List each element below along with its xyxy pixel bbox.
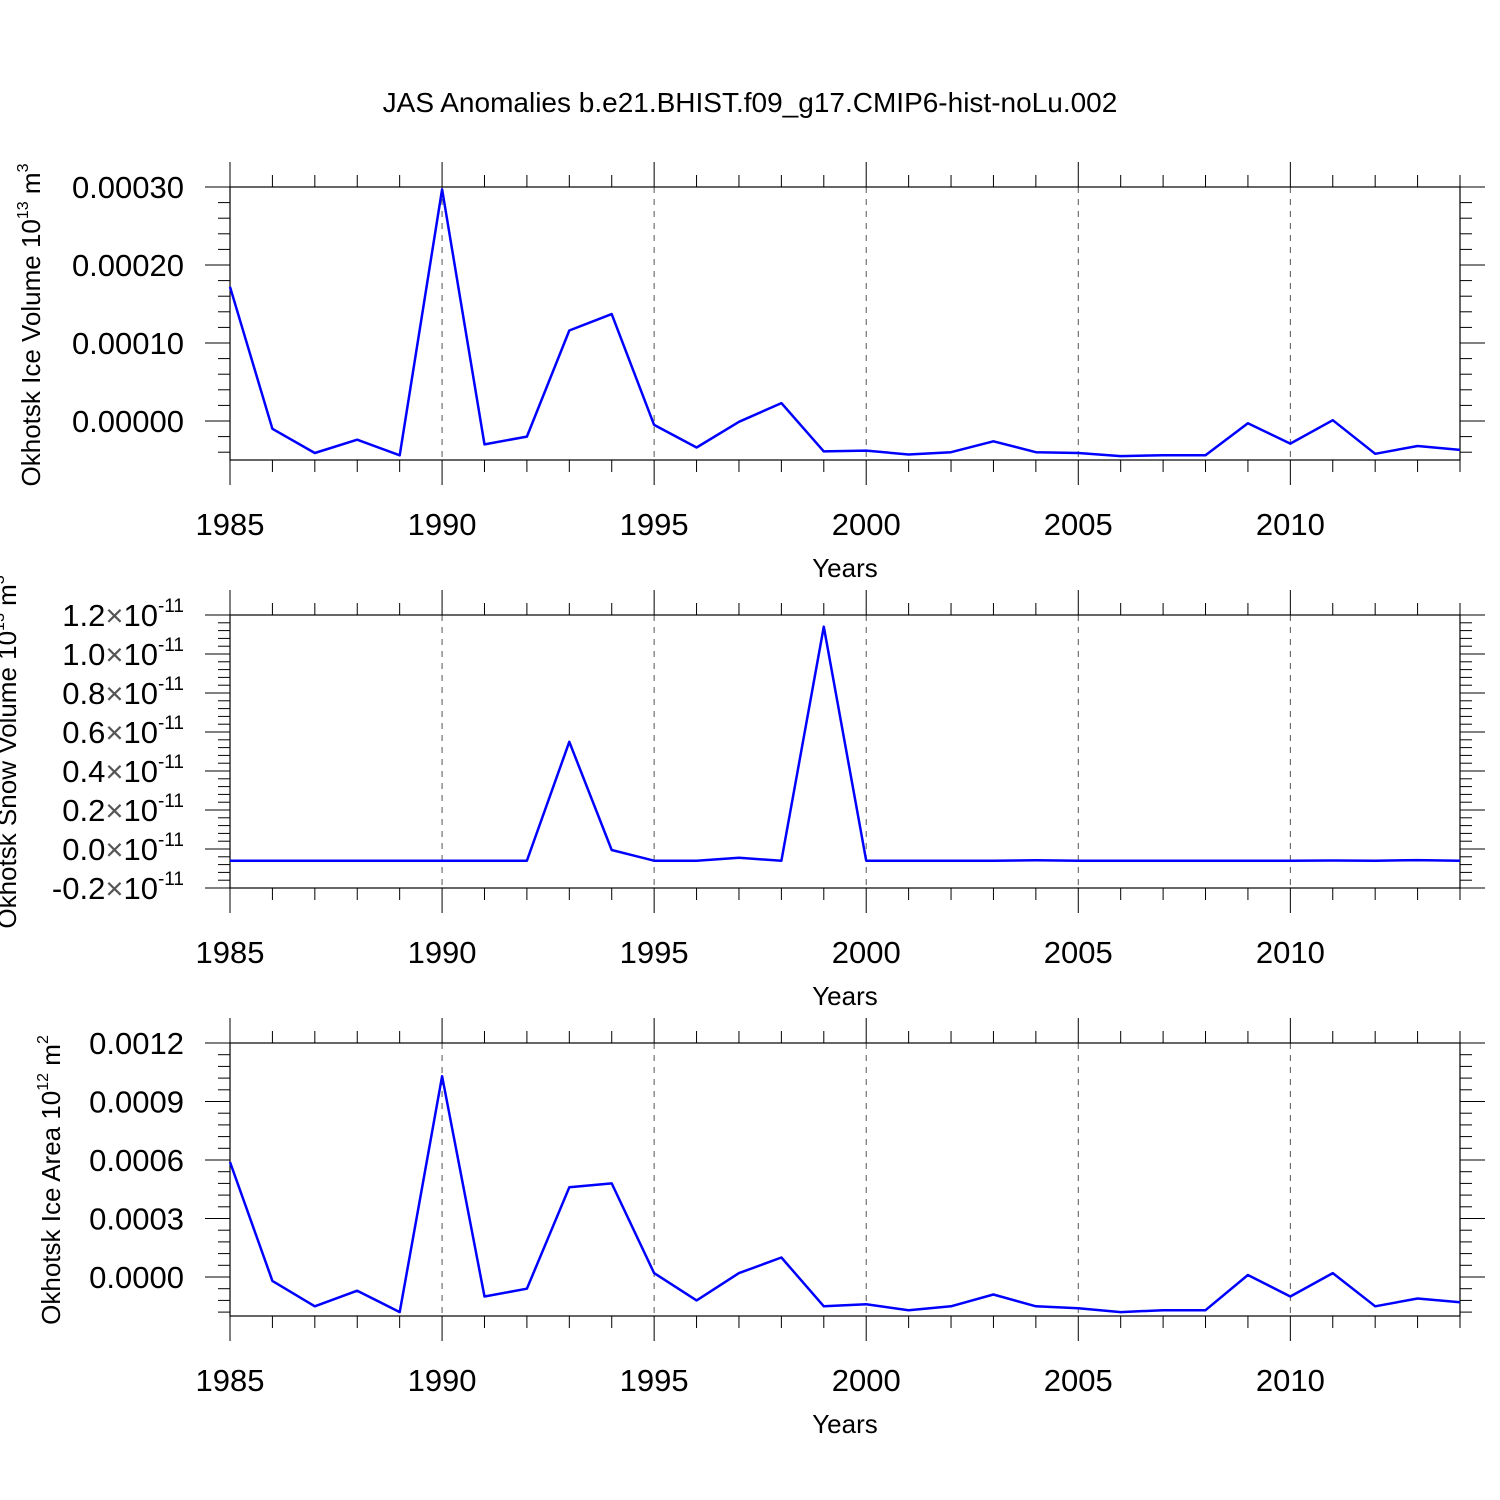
y-axis-title: Okhotsk Ice Volume 1013 m3 xyxy=(15,163,46,486)
panels: 1985 1990 1995 2000 2005 2010 Years 0.00000 0.00… xyxy=(0,162,1485,1439)
x-tick-label: 1995 xyxy=(620,507,689,542)
y-tick-label: 1.2×10-11 xyxy=(62,596,184,633)
x-tick-label: 2000 xyxy=(832,1363,901,1398)
x-tick-label: 2000 xyxy=(832,935,901,970)
plot-frame xyxy=(229,1042,1461,1317)
x-tick-label: 1985 xyxy=(196,507,265,542)
series-line xyxy=(228,188,1461,458)
x-tick-label: 2010 xyxy=(1256,1363,1325,1398)
y-tick-label: 0.00030 xyxy=(72,170,184,205)
x-tick-label: 1985 xyxy=(196,1363,265,1398)
panel-2: 1985 1990 1995 2000 2005 2010Years-0.2×10-110… xyxy=(0,575,1485,1011)
y-tick-label: -0.2×10-11 xyxy=(52,869,184,906)
panel-1: 1985 1990 1995 2000 2005 2010 Years 0.00000 0.00… xyxy=(15,162,1485,583)
x-tick-label: 1995 xyxy=(620,935,689,970)
y-tick-label: 0.0000 xyxy=(89,1260,184,1295)
y-axis-title: Okhotsk Ice Area 1012 m2 xyxy=(35,1035,66,1325)
y-tick-label: 0.8×10-11 xyxy=(62,674,184,711)
plot-frame xyxy=(229,186,1461,461)
x-tick-label: 1990 xyxy=(408,507,477,542)
y-axis-title: Okhotsk Snow Volume 1013 m3 xyxy=(0,575,22,928)
x-tick-label: 1985 xyxy=(196,935,265,970)
x-tick-label: 2010 xyxy=(1256,935,1325,970)
y-tick-label: 0.0003 xyxy=(89,1202,184,1237)
x-tick-label: 2005 xyxy=(1044,935,1113,970)
x-tick-label: 1990 xyxy=(408,1363,477,1398)
series-line xyxy=(230,625,1461,862)
x-axis-title: Years xyxy=(812,981,878,1011)
x-axis-title: Years xyxy=(812,553,878,583)
y-tick-label: 0.00020 xyxy=(72,248,184,283)
y-tick-label: 0.0009 xyxy=(89,1085,184,1120)
plot-frame xyxy=(229,614,1461,889)
x-tick-label: 1990 xyxy=(408,935,477,970)
y-tick-label: 0.00000 xyxy=(72,404,184,439)
y-tick-label: 0.4×10-11 xyxy=(62,752,184,789)
y-tick-label: 0.0012 xyxy=(89,1026,184,1061)
x-tick-label: 1995 xyxy=(620,1363,689,1398)
y-tick-label: 0.6×10-11 xyxy=(62,713,184,750)
series-line xyxy=(228,1074,1461,1314)
x-tick-label: 2005 xyxy=(1044,507,1113,542)
x-tick-label: 2010 xyxy=(1256,507,1325,542)
y-tick-label: 1.0×10-11 xyxy=(62,635,184,672)
panel-3: 1985 1990 1995 2000 2005 2010 Years 0.0000 0.000… xyxy=(35,1018,1485,1439)
x-tick-label: 2000 xyxy=(832,507,901,542)
y-tick-label: 0.00010 xyxy=(72,326,184,361)
y-tick-label: 0.0×10-11 xyxy=(62,830,184,867)
x-tick-label: 2005 xyxy=(1044,1363,1113,1398)
x-axis-title: Years xyxy=(812,1409,878,1439)
y-tick-label: 0.2×10-11 xyxy=(62,791,184,828)
y-tick-label: 0.0006 xyxy=(89,1143,184,1178)
figure-title: JAS Anomalies b.e21.BHIST.f09_g17.CMIP6-… xyxy=(383,87,1118,118)
